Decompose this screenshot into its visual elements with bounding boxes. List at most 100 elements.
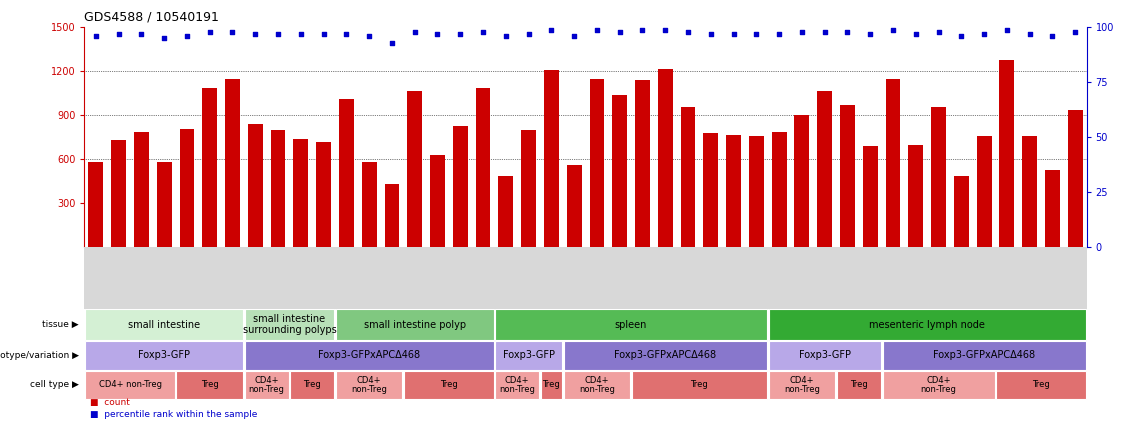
Bar xyxy=(453,126,467,247)
Point xyxy=(679,28,697,35)
Text: CD4+ non-Treg: CD4+ non-Treg xyxy=(98,380,161,390)
Text: small intestine: small intestine xyxy=(128,320,200,330)
Point xyxy=(338,31,356,38)
Bar xyxy=(179,129,195,247)
Bar xyxy=(244,371,288,399)
Bar xyxy=(225,79,240,247)
Bar xyxy=(795,115,810,247)
Bar xyxy=(404,371,493,399)
Text: Treg: Treg xyxy=(1033,380,1049,390)
Bar xyxy=(244,310,334,340)
Point xyxy=(360,33,378,40)
Bar xyxy=(86,310,243,340)
Point xyxy=(109,31,127,38)
Point xyxy=(770,31,788,38)
Text: Treg: Treg xyxy=(200,380,218,390)
Point xyxy=(930,28,948,35)
Bar xyxy=(291,371,334,399)
Bar xyxy=(704,133,718,247)
Bar xyxy=(248,124,262,247)
Bar xyxy=(86,371,175,399)
Bar xyxy=(632,371,767,399)
Point xyxy=(223,28,241,35)
Point xyxy=(815,28,833,35)
Point xyxy=(292,31,310,38)
Bar xyxy=(408,91,422,247)
Text: cell type ▶: cell type ▶ xyxy=(30,380,79,390)
Bar xyxy=(883,341,1085,370)
Text: Foxp3-GFPxAPCΔ468: Foxp3-GFPxAPCΔ468 xyxy=(933,350,1035,360)
Bar xyxy=(564,341,767,370)
Bar xyxy=(1045,170,1060,247)
Bar xyxy=(203,88,217,247)
Point xyxy=(839,28,857,35)
Text: Foxp3-GFP: Foxp3-GFP xyxy=(798,350,850,360)
Text: Foxp3-GFPxAPCΔ468: Foxp3-GFPxAPCΔ468 xyxy=(614,350,716,360)
Point xyxy=(383,39,401,46)
Bar xyxy=(495,310,767,340)
Point xyxy=(133,31,151,38)
Bar xyxy=(521,130,536,247)
Point xyxy=(656,26,674,33)
Text: Treg: Treg xyxy=(440,380,458,390)
Point xyxy=(452,31,470,38)
Point xyxy=(906,31,924,38)
Bar xyxy=(613,95,627,247)
Point xyxy=(1044,33,1062,40)
Point xyxy=(429,31,447,38)
Bar xyxy=(157,162,171,247)
Point xyxy=(565,33,583,40)
Text: CD4+
non-Treg: CD4+ non-Treg xyxy=(499,376,535,394)
Point xyxy=(975,31,993,38)
Text: genotype/variation ▶: genotype/variation ▶ xyxy=(0,351,79,360)
Bar xyxy=(336,371,402,399)
Bar xyxy=(134,132,149,247)
Text: GDS4588 / 10540191: GDS4588 / 10540191 xyxy=(84,11,220,24)
Bar xyxy=(817,91,832,247)
Bar xyxy=(384,184,400,247)
Bar xyxy=(658,69,672,247)
Point xyxy=(474,28,492,35)
Bar xyxy=(769,371,835,399)
Bar xyxy=(771,132,787,247)
Bar xyxy=(294,139,309,247)
Bar xyxy=(495,371,539,399)
Bar xyxy=(680,107,696,247)
Point xyxy=(588,26,606,33)
Bar xyxy=(361,162,376,247)
Text: Treg: Treg xyxy=(850,380,868,390)
Point xyxy=(884,26,902,33)
Bar xyxy=(590,79,605,247)
Bar xyxy=(339,99,354,247)
Point xyxy=(724,31,742,38)
Point xyxy=(178,33,196,40)
Bar xyxy=(840,105,855,247)
Point xyxy=(155,35,173,42)
Bar xyxy=(976,136,992,247)
Text: small intestine
surrounding polyps: small intestine surrounding polyps xyxy=(242,314,337,335)
Bar xyxy=(495,341,562,370)
Point xyxy=(634,26,652,33)
Bar xyxy=(86,341,243,370)
Point xyxy=(405,28,423,35)
Bar xyxy=(885,79,901,247)
Bar xyxy=(244,341,493,370)
Point xyxy=(1020,31,1038,38)
Text: Treg: Treg xyxy=(543,380,561,390)
Bar xyxy=(430,155,445,247)
Point xyxy=(748,31,766,38)
Bar xyxy=(726,135,741,247)
Point xyxy=(247,31,265,38)
Text: ■  percentile rank within the sample: ■ percentile rank within the sample xyxy=(90,410,258,419)
Bar xyxy=(769,341,881,370)
Point xyxy=(861,31,879,38)
Bar xyxy=(883,371,994,399)
Text: Foxp3-GFP: Foxp3-GFP xyxy=(138,350,190,360)
Text: CD4+
non-Treg: CD4+ non-Treg xyxy=(249,376,285,394)
Bar xyxy=(499,176,513,247)
Bar xyxy=(475,88,491,247)
Bar xyxy=(1022,136,1037,247)
Text: Treg: Treg xyxy=(303,380,321,390)
Bar xyxy=(336,310,493,340)
Point xyxy=(998,26,1016,33)
